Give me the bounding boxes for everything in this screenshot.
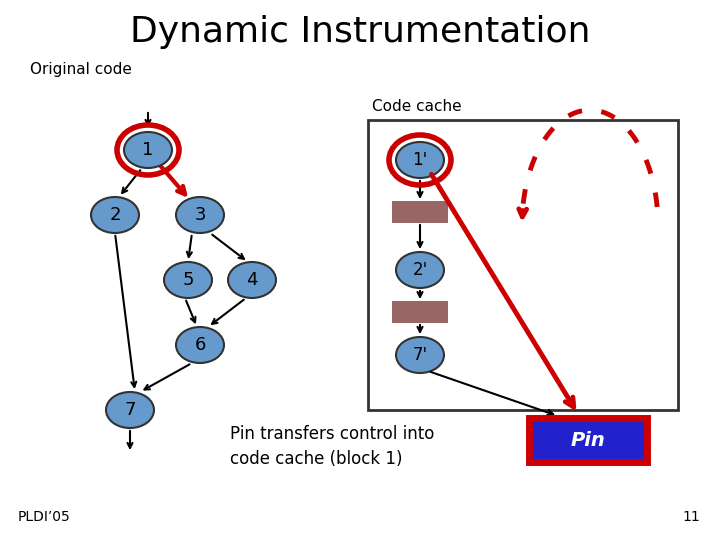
Text: 2': 2': [413, 261, 428, 279]
Text: Code cache: Code cache: [372, 99, 462, 114]
Text: Pin transfers control into
code cache (block 1): Pin transfers control into code cache (b…: [230, 425, 434, 468]
Text: 3: 3: [194, 206, 206, 224]
Bar: [368, 120, 678, 410]
Ellipse shape: [164, 262, 212, 298]
Text: PLDI’05: PLDI’05: [18, 510, 71, 524]
Ellipse shape: [396, 337, 444, 373]
Ellipse shape: [396, 252, 444, 288]
Text: 1: 1: [143, 141, 153, 159]
Ellipse shape: [176, 197, 224, 233]
Ellipse shape: [124, 132, 172, 168]
Ellipse shape: [176, 327, 224, 363]
Text: Dynamic Instrumentation: Dynamic Instrumentation: [130, 15, 590, 49]
Text: Pin: Pin: [571, 430, 606, 449]
Text: 1': 1': [413, 151, 428, 169]
Text: 5: 5: [182, 271, 194, 289]
Text: 11: 11: [683, 510, 700, 524]
Bar: [529, 418, 647, 462]
Text: 6: 6: [194, 336, 206, 354]
Text: Original code: Original code: [30, 62, 132, 77]
Ellipse shape: [396, 142, 444, 178]
Ellipse shape: [228, 262, 276, 298]
Ellipse shape: [91, 197, 139, 233]
Ellipse shape: [106, 392, 154, 428]
Text: 2: 2: [109, 206, 121, 224]
Text: 7: 7: [125, 401, 136, 419]
Text: 7': 7': [413, 346, 428, 364]
Bar: [392, 201, 448, 223]
Bar: [392, 301, 448, 323]
Text: 4: 4: [246, 271, 258, 289]
